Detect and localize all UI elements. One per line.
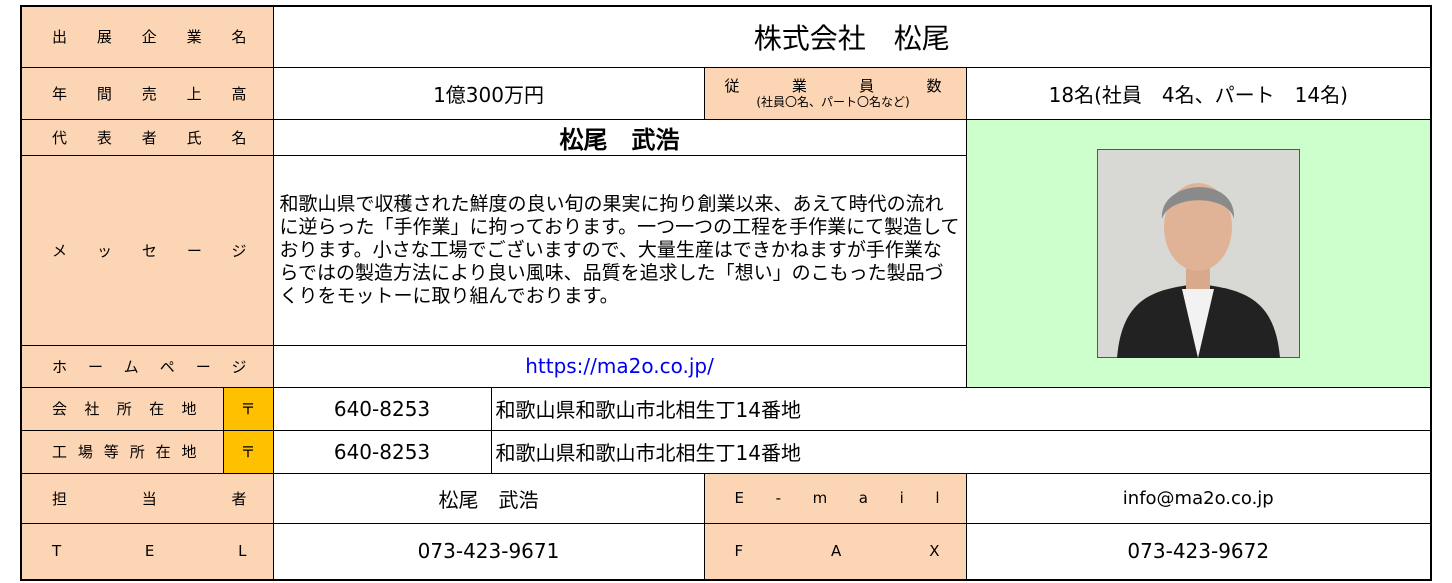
message: 和歌山県で収穫された鮮度の良い旬の果実に拘り創業以来、あえて時代の流れに逆らった…: [272, 154, 967, 346]
exhibitor-table: 出展企業名 株式会社 松尾 年間売上高 1億300万円 従業員数 (社員〇名、パート〇…: [20, 5, 1433, 581]
postal-code: 640-8253: [272, 429, 492, 474]
employees-header: 従業員数 (社員〇名、パート〇名など): [703, 66, 967, 120]
label: 担当者: [20, 472, 274, 524]
homepage-link[interactable]: https://ma2o.co.jp/: [272, 344, 967, 388]
phone: 073-423-9671: [272, 522, 705, 581]
label: 代表者氏名: [20, 118, 274, 156]
sales: 1億300万円: [272, 66, 705, 120]
label: 年間売上高: [20, 66, 274, 120]
employees: 18名(社員 4名、パート 14名): [965, 66, 1432, 120]
label: 工場等所在地: [20, 429, 224, 474]
postal-code: 640-8253: [272, 386, 492, 431]
contact-person: 松尾 武浩: [272, 472, 705, 524]
label: T E L: [20, 522, 274, 581]
label: E - m a i l: [703, 472, 967, 524]
postal-mark: 〒: [222, 429, 274, 474]
representative: 松尾 武浩: [272, 118, 967, 156]
photo-cell: [965, 118, 1432, 388]
label: 会社所在地: [20, 386, 224, 431]
label: F A X: [703, 522, 967, 581]
label: メッセージ: [20, 154, 274, 346]
company-name: 株式会社 松尾: [272, 5, 1432, 68]
address: 和歌山県和歌山市北相生丁14番地: [490, 386, 1432, 431]
photo: [1096, 148, 1300, 358]
email[interactable]: info@ma2o.co.jp: [965, 472, 1432, 524]
label: ホームページ: [20, 344, 274, 388]
note: (社員〇名、パート〇名など): [756, 95, 910, 109]
label: 従業員数: [724, 77, 942, 95]
postal-mark: 〒: [222, 386, 274, 431]
fax: 073-423-9672: [965, 522, 1432, 581]
address: 和歌山県和歌山市北相生丁14番地: [490, 429, 1432, 474]
label: 出展企業名: [20, 5, 274, 68]
